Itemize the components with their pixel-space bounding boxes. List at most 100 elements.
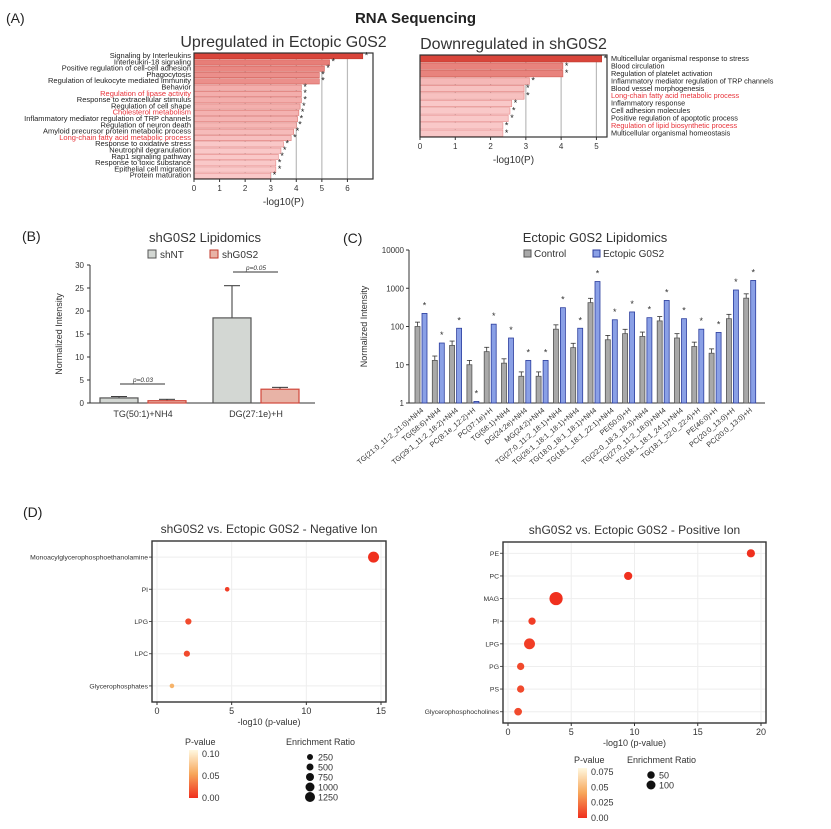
significance-star: * bbox=[682, 306, 686, 316]
x-tick-label: 5 bbox=[320, 184, 325, 193]
significance-star: * bbox=[273, 170, 277, 180]
bar bbox=[508, 337, 514, 404]
data-point bbox=[224, 587, 230, 592]
category-label: Amyloid precursor protein metabolic proc… bbox=[43, 127, 191, 136]
colorbar-tick-label: 0.05 bbox=[202, 771, 220, 781]
data-point bbox=[169, 683, 175, 689]
bar bbox=[193, 135, 292, 141]
category-label: Blood vessel morphogenesis bbox=[611, 84, 705, 93]
y-tick-label: 0 bbox=[80, 399, 85, 408]
significance-star: * bbox=[526, 91, 530, 101]
legend-label: shG0S2 bbox=[222, 250, 259, 261]
bar bbox=[193, 116, 298, 123]
x-tick-label: 15 bbox=[376, 706, 386, 716]
chart-title: shG0S2 vs. Ectopic G0S2 - Positive Ion bbox=[529, 523, 740, 537]
size-legend-dot bbox=[306, 763, 314, 771]
significance-star: * bbox=[717, 319, 721, 329]
x-tick-label: 0 bbox=[418, 142, 423, 151]
category-label: Glycerophosphocholines bbox=[425, 709, 500, 716]
significance-star: * bbox=[544, 347, 548, 357]
chart-title: Ectopic G0S2 Lipidomics bbox=[523, 230, 668, 245]
category-label: LPG bbox=[485, 641, 499, 648]
category-label: Neutrophil degranulation bbox=[109, 146, 191, 155]
bar bbox=[193, 122, 297, 129]
bar bbox=[260, 388, 300, 404]
chart-D-pos: shG0S2 vs. Ectopic G0S2 - Positive Ion PE… bbox=[425, 523, 767, 823]
significance-star: * bbox=[561, 295, 565, 305]
bar bbox=[419, 114, 509, 122]
y-tick-label: 30 bbox=[75, 261, 84, 270]
significance-star: * bbox=[280, 151, 284, 161]
bar bbox=[193, 53, 364, 60]
bar bbox=[681, 318, 687, 404]
significance-star: * bbox=[751, 267, 755, 277]
significance-star: * bbox=[300, 113, 304, 123]
significance-star: * bbox=[526, 83, 530, 93]
category-label: Regulation of lipid biosynthetic process bbox=[611, 121, 737, 130]
significance-star: * bbox=[514, 98, 518, 108]
x-tick-label: TG(21:0_11:2_21:0)+NH4 bbox=[355, 406, 425, 467]
bar bbox=[708, 352, 715, 404]
category-label: Regulation of lipase activity bbox=[100, 89, 191, 98]
bar bbox=[193, 84, 302, 91]
data-point bbox=[517, 685, 525, 693]
x-tick-label: DG(27:1e)+H bbox=[229, 409, 283, 419]
bar bbox=[438, 342, 445, 404]
x-tick-label: 2 bbox=[243, 184, 248, 193]
data-point bbox=[549, 591, 563, 606]
bar bbox=[193, 141, 284, 148]
significance-star: * bbox=[321, 76, 325, 86]
category-label: Long-chain fatty acid metabolic process bbox=[611, 91, 740, 100]
bar bbox=[193, 166, 277, 173]
significance-star: * bbox=[509, 325, 513, 335]
colorbar-tick-label: 0.10 bbox=[202, 749, 220, 759]
panel-label-b: (B) bbox=[22, 228, 41, 244]
data-point bbox=[514, 707, 522, 716]
size-legend-dot bbox=[646, 780, 656, 790]
category-label: PE bbox=[490, 551, 500, 558]
x-tick-label: 6 bbox=[345, 184, 350, 193]
chart-A-down: Downregulated in shG0S2* Multicellular or… bbox=[418, 36, 774, 166]
category-label: Inflammatory response bbox=[611, 99, 685, 108]
bar bbox=[449, 345, 456, 404]
significance-star: * bbox=[278, 157, 282, 167]
x-tick-label: 1 bbox=[217, 184, 222, 193]
size-legend-title: Enrichment Ratio bbox=[286, 737, 355, 747]
category-label: Regulation of platelet activation bbox=[611, 69, 712, 78]
significance-star: * bbox=[505, 128, 509, 138]
x-tick-label: 5 bbox=[569, 727, 574, 737]
panel-label-a: (A) bbox=[6, 10, 25, 26]
category-label: Response to extracellular stimulus bbox=[77, 95, 191, 104]
bar bbox=[419, 85, 525, 93]
x-tick-label: 5 bbox=[229, 706, 234, 716]
chart-D-neg: shG0S2 vs. Ectopic G0S2 - Negative Ion Mo… bbox=[30, 522, 387, 803]
category-label: Regulation of neuron death bbox=[101, 120, 192, 129]
data-point bbox=[624, 571, 633, 581]
bar bbox=[611, 319, 618, 404]
category-label: Glycerophosphates bbox=[89, 683, 148, 690]
significance-star: * bbox=[565, 68, 569, 78]
bar bbox=[419, 107, 511, 115]
legend-swatch bbox=[209, 249, 219, 259]
significance-star: * bbox=[293, 132, 297, 142]
significance-star: * bbox=[630, 299, 634, 309]
category-label: PS bbox=[490, 687, 500, 694]
bar bbox=[193, 103, 301, 110]
bar bbox=[456, 327, 463, 404]
colorbar-tick-label: 0.075 bbox=[591, 767, 614, 777]
bar bbox=[99, 397, 139, 404]
bar bbox=[639, 336, 646, 404]
bar bbox=[698, 328, 705, 404]
bar bbox=[542, 359, 549, 404]
significance-star: * bbox=[700, 316, 704, 326]
panel-label-c: (C) bbox=[343, 230, 363, 246]
bar bbox=[577, 327, 584, 404]
bar bbox=[622, 333, 628, 404]
plot-frame bbox=[151, 540, 387, 703]
significance-star: * bbox=[492, 311, 496, 321]
bar bbox=[733, 289, 739, 404]
y-tick-label: 5 bbox=[80, 376, 85, 385]
y-tick-label: 20 bbox=[75, 307, 84, 316]
bar bbox=[419, 77, 530, 85]
x-tick-label: 10 bbox=[629, 727, 639, 737]
